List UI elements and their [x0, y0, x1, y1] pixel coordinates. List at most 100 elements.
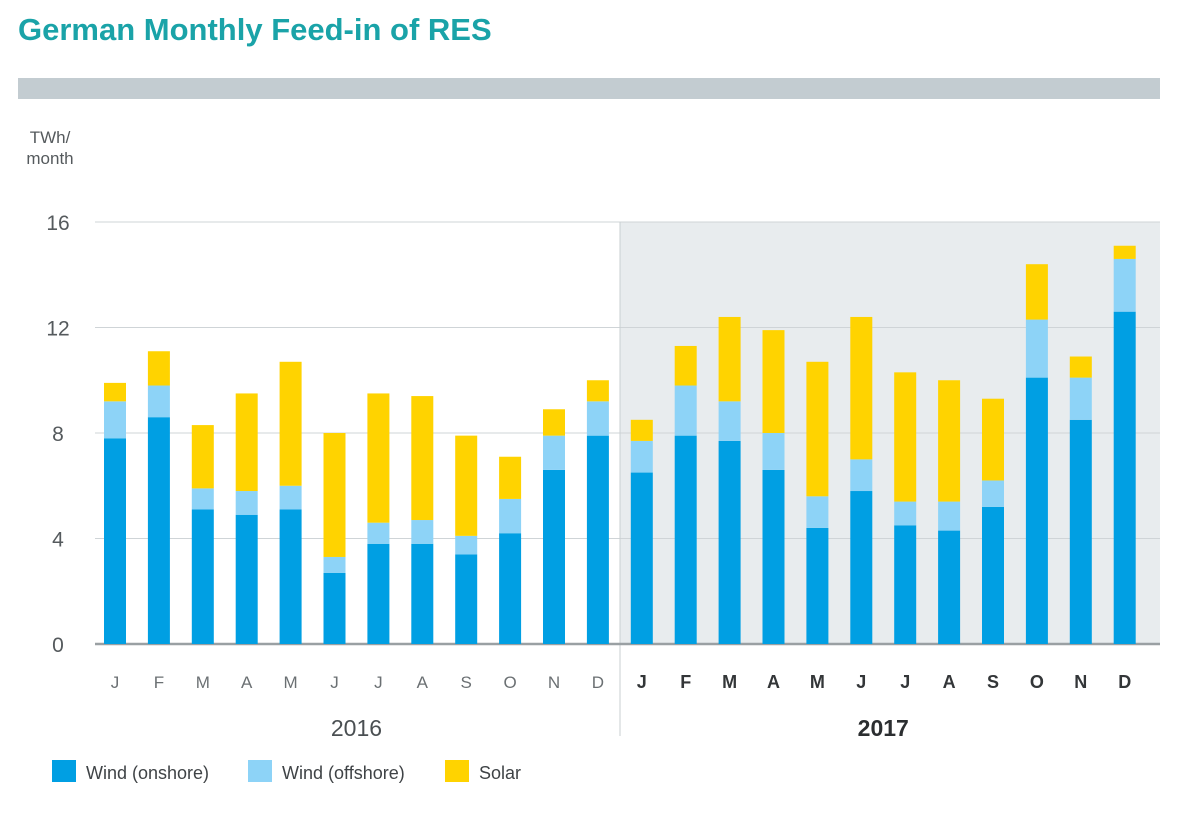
bar-wind-offshore-19: [938, 501, 961, 531]
bar-wind-onshore-11: [586, 435, 609, 644]
x-tick-label: F: [154, 673, 164, 692]
bar-wind-onshore-15: [762, 469, 785, 644]
bar-wind-onshore-7: [411, 543, 434, 644]
x-tick-label: O: [1030, 672, 1044, 692]
bar-solar-21: [1025, 264, 1048, 320]
bar-wind-onshore-10: [543, 469, 565, 644]
legend-swatch: [52, 760, 76, 782]
bar-solar-16: [806, 361, 829, 497]
bar-wind-onshore-2: [191, 509, 214, 644]
bar-wind-onshore-3: [235, 514, 258, 644]
bar-wind-offshore-20: [982, 480, 1004, 507]
bar-wind-onshore-8: [455, 554, 478, 644]
bar-solar-17: [850, 316, 873, 460]
legend-label: Wind (offshore): [282, 763, 405, 783]
bar-wind-onshore-18: [894, 525, 917, 644]
bar-solar-13: [674, 345, 697, 386]
bar-wind-onshore-19: [938, 530, 961, 644]
x-tick-label: J: [856, 672, 866, 692]
bar-solar-4: [279, 361, 302, 486]
x-tick-label: M: [196, 673, 210, 692]
x-tick-label: O: [503, 673, 516, 692]
x-tick-label: M: [722, 672, 737, 692]
bar-wind-offshore-9: [499, 498, 522, 534]
x-tick-label: D: [592, 673, 604, 692]
bar-wind-onshore-22: [1069, 419, 1092, 644]
bar-solar-11: [586, 380, 609, 402]
x-tick-label: S: [461, 673, 472, 692]
title-divider-bar: [18, 78, 1160, 99]
bar-solar-0: [104, 382, 126, 402]
group-label-2016: 2016: [331, 715, 382, 741]
bar-solar-20: [982, 398, 1004, 481]
bar-wind-onshore-0: [104, 438, 126, 644]
bar-wind-onshore-16: [806, 527, 829, 644]
bar-wind-offshore-6: [367, 522, 390, 544]
bar-solar-22: [1069, 356, 1092, 378]
x-tick-label: F: [680, 672, 691, 692]
y-tick-label: 8: [52, 423, 64, 446]
x-tick-label: J: [900, 672, 910, 692]
x-tick-label: S: [987, 672, 999, 692]
chart-title: German Monthly Feed-in of RES: [18, 12, 492, 47]
x-tick-label: J: [330, 673, 339, 692]
bar-wind-onshore-23: [1113, 311, 1136, 644]
bar-wind-onshore-9: [499, 533, 522, 644]
bar-wind-offshore-17: [850, 459, 873, 492]
bar-wind-offshore-23: [1113, 258, 1136, 312]
y-axis-label: TWh/: [30, 128, 71, 147]
x-tick-label: D: [1118, 672, 1131, 692]
bar-wind-offshore-7: [411, 520, 434, 544]
bar-solar-23: [1113, 245, 1136, 259]
bar-wind-offshore-14: [718, 401, 741, 441]
bar-solar-8: [455, 435, 478, 536]
bar-solar-2: [191, 425, 214, 489]
bar-wind-onshore-21: [1025, 377, 1048, 644]
group-label-2017: 2017: [858, 715, 909, 741]
bar-wind-offshore-5: [323, 556, 346, 573]
bar-wind-onshore-17: [850, 491, 873, 644]
bar-solar-12: [630, 419, 653, 441]
x-tick-label: J: [374, 673, 383, 692]
bar-wind-onshore-4: [279, 509, 302, 644]
bar-solar-7: [411, 396, 434, 521]
bar-wind-offshore-21: [1025, 319, 1048, 378]
bar-wind-offshore-11: [586, 401, 609, 436]
bar-solar-1: [147, 351, 170, 386]
bar-wind-offshore-13: [674, 385, 697, 436]
bar-wind-onshore-20: [982, 506, 1004, 644]
bar-wind-offshore-15: [762, 433, 785, 470]
bar-solar-5: [323, 433, 346, 557]
bar-solar-9: [499, 456, 522, 499]
bar-wind-onshore-6: [367, 543, 390, 644]
y-tick-label: 16: [46, 212, 69, 235]
y-tick-label: 12: [46, 318, 69, 341]
bar-wind-offshore-10: [543, 435, 565, 470]
bar-solar-10: [543, 409, 565, 436]
legend-swatch: [445, 760, 469, 782]
bar-wind-offshore-8: [455, 535, 478, 555]
bar-wind-offshore-4: [279, 485, 302, 510]
bar-wind-offshore-18: [894, 501, 917, 526]
bar-solar-15: [762, 330, 785, 433]
y-axis-label: month: [26, 149, 73, 168]
bar-wind-offshore-2: [191, 488, 214, 510]
bar-wind-onshore-12: [630, 472, 653, 644]
bar-wind-offshore-1: [147, 385, 170, 418]
bar-wind-offshore-12: [630, 440, 653, 473]
y-tick-label: 0: [52, 634, 64, 657]
legend-swatch: [248, 760, 272, 782]
bar-wind-offshore-3: [235, 491, 258, 515]
x-tick-label: J: [111, 673, 120, 692]
bar-solar-14: [718, 316, 741, 402]
y-tick-label: 4: [52, 529, 64, 552]
x-tick-label: N: [548, 673, 560, 692]
bar-solar-19: [938, 380, 961, 502]
x-tick-label: A: [943, 672, 956, 692]
bar-solar-18: [894, 372, 917, 502]
bar-wind-onshore-13: [674, 435, 697, 644]
x-tick-label: J: [637, 672, 647, 692]
bar-wind-onshore-1: [147, 417, 170, 644]
bar-wind-onshore-5: [323, 572, 346, 644]
